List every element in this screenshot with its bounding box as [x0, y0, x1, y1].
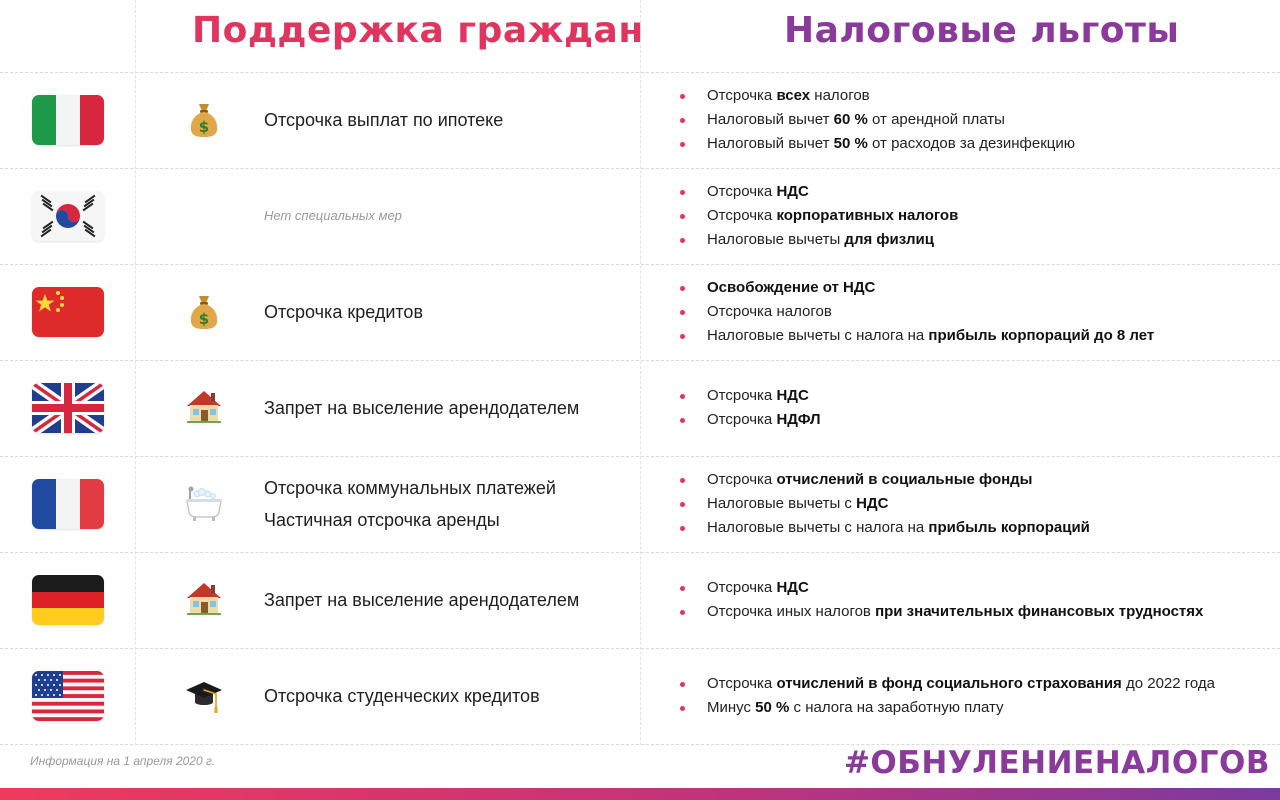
support-measure: Отсрочка кредитов — [264, 302, 424, 322]
germany-flag — [32, 575, 104, 625]
country-row-south-korea: Нет специальных мер Отсрочка НДС Отсрочк… — [0, 168, 1280, 264]
gradient-bottom-bar — [0, 788, 1280, 800]
info-date-note: Информация на 1 апреля 2020 г. — [30, 754, 216, 768]
country-row-usa: Отсрочка студенческих кредитов Отсрочка … — [0, 648, 1280, 744]
tax-benefit-item: Налоговые вычеты для физлиц — [680, 228, 958, 252]
country-row-united-kingdom: Запрет на выселение арендодателем Отсроч… — [0, 360, 1280, 456]
tax-benefits-list: Отсрочка НДС Отсрочка НДФЛ — [680, 384, 821, 432]
tax-benefit-item: Отсрочка корпоративных налогов — [680, 204, 958, 228]
citizen-support-cell: Отсрочка коммунальных платежей Частичная… — [264, 472, 556, 536]
graduation-cap-icon — [184, 676, 224, 716]
row-divider — [0, 72, 1280, 73]
country-row-france: Отсрочка коммунальных платежей Частичная… — [0, 456, 1280, 552]
row-divider — [0, 552, 1280, 553]
country-row-germany: Запрет на выселение арендодателем Отсроч… — [0, 552, 1280, 648]
tax-benefits-list: Отсрочка всех налогов Налоговый вычет 60… — [680, 84, 1075, 156]
no-special-measures-note: Нет специальных мер — [264, 208, 402, 223]
tax-benefit-item: Отсрочка налогов — [680, 300, 1154, 324]
south-korea-flag — [32, 191, 104, 241]
tax-benefit-item: Налоговый вычет 50 % от расходов за дези… — [680, 132, 1075, 156]
italy-flag — [32, 95, 104, 145]
tax-benefit-item: Отсрочка НДС — [680, 576, 1203, 600]
row-divider — [0, 456, 1280, 457]
row-divider — [0, 264, 1280, 265]
tax-benefits-list: Отсрочка НДС Отсрочка иных налогов при з… — [680, 576, 1203, 624]
tax-benefits-title: Налоговые льготы — [784, 10, 1180, 51]
tax-benefit-item: Минус 50 % с налога на заработную плату — [680, 696, 1215, 720]
tax-benefit-item: Отсрочка отчислений в социальные фонды — [680, 468, 1090, 492]
citizen-support-cell: Запрет на выселение арендодателем — [264, 584, 579, 616]
usa-flag — [32, 671, 104, 721]
united-kingdom-flag — [32, 383, 104, 433]
money-bag-icon: $ — [184, 292, 224, 332]
tax-benefit-item: Налоговые вычеты с НДС — [680, 492, 1090, 516]
tax-benefit-item: Отсрочка НДС — [680, 180, 958, 204]
citizen-support-title: Поддержка граждан — [192, 10, 644, 51]
row-divider — [0, 168, 1280, 169]
row-divider — [0, 744, 1280, 745]
svg-text:$: $ — [199, 118, 209, 136]
column-divider — [640, 0, 641, 745]
row-divider — [0, 360, 1280, 361]
citizen-support-cell: Отсрочка кредитов — [264, 296, 423, 328]
tax-benefit-item: Налоговый вычет 60 % от арендной платы — [680, 108, 1075, 132]
citizen-support-cell: Отсрочка студенческих кредитов — [264, 680, 540, 712]
tax-benefit-item: Налоговые вычеты с налога на прибыль кор… — [680, 516, 1090, 540]
hashtag-banner: #ОБНУЛЕНИЕНАЛОГОВ — [843, 745, 1270, 781]
tax-benefits-list: Отсрочка отчислений в социальные фонды Н… — [680, 468, 1090, 540]
column-divider — [135, 0, 136, 745]
citizen-support-cell: Запрет на выселение арендодателем — [264, 392, 579, 424]
bathtub-icon — [184, 484, 224, 524]
country-row-china: $ Отсрочка кредитов Освобождение от НДС … — [0, 264, 1280, 360]
house-icon — [184, 578, 224, 618]
tax-benefit-item: Отсрочка НДФЛ — [680, 408, 821, 432]
support-measure: Отсрочка студенческих кредитов — [264, 686, 540, 706]
tax-benefit-item: Налоговые вычеты с налога на прибыль кор… — [680, 324, 1154, 348]
country-row-italy: $ Отсрочка выплат по ипотеке Отсрочка вс… — [0, 72, 1280, 168]
france-flag — [32, 479, 104, 529]
support-measure: Частичная отсрочка аренды — [264, 510, 500, 530]
citizen-support-cell: Отсрочка выплат по ипотеке — [264, 104, 503, 136]
china-flag — [32, 287, 104, 337]
tax-benefits-list: Освобождение от НДС Отсрочка налогов Нал… — [680, 276, 1154, 348]
citizen-support-cell: Нет специальных мер — [264, 208, 402, 223]
support-measure: Отсрочка выплат по ипотеке — [264, 110, 504, 130]
support-measure: Отсрочка коммунальных платежей — [264, 478, 556, 498]
tax-benefit-item: Отсрочка всех налогов — [680, 84, 1075, 108]
tax-benefit-item: Освобождение от НДС — [680, 276, 1154, 300]
house-icon — [184, 386, 224, 426]
tax-benefit-item: Отсрочка НДС — [680, 384, 821, 408]
svg-text:$: $ — [199, 310, 209, 328]
tax-benefit-item: Отсрочка иных налогов при значительных ф… — [680, 600, 1203, 624]
tax-benefit-item: Отсрочка отчислений в фонд социального с… — [680, 672, 1215, 696]
support-measure: Запрет на выселение арендодателем — [264, 590, 580, 610]
tax-benefits-list: Отсрочка НДС Отсрочка корпоративных нало… — [680, 180, 958, 252]
money-bag-icon: $ — [184, 100, 224, 140]
tax-benefits-list: Отсрочка отчислений в фонд социального с… — [680, 672, 1215, 720]
support-measure: Запрет на выселение арендодателем — [264, 398, 580, 418]
row-divider — [0, 648, 1280, 649]
header: Поддержка граждан Налоговые льготы — [0, 0, 1280, 72]
